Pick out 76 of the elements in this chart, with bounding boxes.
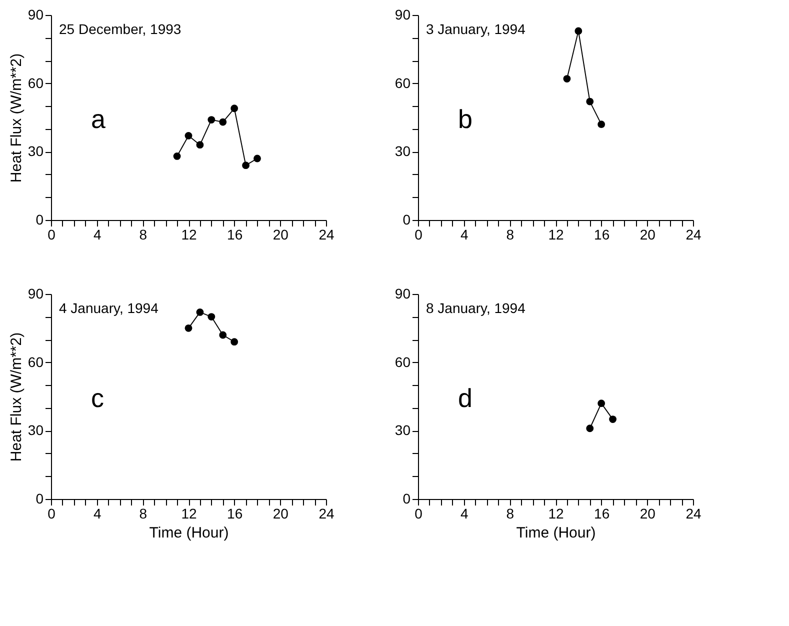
x-tick-label: 20 bbox=[272, 506, 289, 522]
y-tick-label: 0 bbox=[402, 212, 411, 228]
y-tick-label: 90 bbox=[394, 6, 411, 22]
x-tick-label: 4 bbox=[460, 506, 468, 522]
point bbox=[242, 162, 250, 170]
point bbox=[173, 152, 181, 160]
point bbox=[184, 324, 192, 332]
y-tick-label: 60 bbox=[28, 74, 44, 91]
x-tick-label: 12 bbox=[548, 226, 564, 242]
x-tick-label: 20 bbox=[640, 506, 656, 522]
point bbox=[254, 154, 261, 162]
annotation: b bbox=[458, 104, 472, 134]
y-tick-label: 90 bbox=[394, 286, 411, 302]
x-tick-label: 24 bbox=[686, 506, 702, 522]
point bbox=[609, 416, 616, 423]
point bbox=[219, 118, 227, 126]
point bbox=[574, 27, 582, 35]
point bbox=[219, 331, 227, 339]
annotation: a bbox=[91, 104, 106, 134]
x-tick-label: 20 bbox=[272, 226, 289, 242]
y-tick-label: 30 bbox=[28, 143, 44, 160]
annotation: 3 January, 1994 bbox=[426, 21, 526, 37]
point bbox=[598, 400, 606, 408]
point bbox=[208, 116, 216, 124]
y-tick-label: 60 bbox=[28, 354, 44, 370]
x-axis-title: Time (Hour) bbox=[516, 524, 596, 542]
y-tick-label: 30 bbox=[28, 422, 44, 438]
x-tick-label: 16 bbox=[594, 226, 610, 242]
point bbox=[196, 308, 204, 316]
point bbox=[563, 75, 571, 82]
point bbox=[586, 424, 594, 432]
x-tick-label: 16 bbox=[227, 226, 243, 242]
annotation: 25 December, 1993 bbox=[59, 21, 182, 37]
y-tick-label: 0 bbox=[402, 490, 411, 506]
point bbox=[208, 313, 216, 320]
point bbox=[598, 120, 606, 128]
x-tick-label: 8 bbox=[139, 506, 148, 522]
annotation: c bbox=[91, 383, 104, 413]
x-tick-label: 24 bbox=[318, 226, 334, 242]
x-axis-title: Time (Hour) bbox=[149, 524, 229, 542]
point bbox=[230, 338, 238, 346]
y-tick-label: 90 bbox=[28, 286, 44, 302]
y-tick-label: 90 bbox=[28, 6, 44, 22]
x-tick-label: 24 bbox=[318, 506, 334, 522]
y-tick-label: 30 bbox=[394, 422, 411, 438]
x-tick-label: 0 bbox=[48, 506, 56, 522]
point bbox=[196, 141, 204, 149]
x-tick-label: 16 bbox=[227, 506, 243, 522]
y-tick-label: 0 bbox=[36, 212, 44, 228]
y-tick-label: 30 bbox=[394, 143, 411, 160]
point bbox=[184, 132, 192, 140]
x-tick-label: 12 bbox=[548, 506, 564, 522]
x-tick-label: 8 bbox=[506, 506, 514, 522]
x-tick-label: 8 bbox=[139, 226, 148, 242]
point bbox=[230, 104, 238, 112]
y-axis-title: Heat Flux (W/m**2) bbox=[8, 53, 25, 183]
x-tick-label: 4 bbox=[93, 506, 102, 522]
x-tick-label: 8 bbox=[506, 226, 514, 242]
x-tick-label: 24 bbox=[686, 226, 702, 242]
y-axis-title: Heat Flux (W/m**2) bbox=[8, 332, 25, 462]
x-tick-label: 4 bbox=[93, 226, 102, 242]
annotation: 4 January, 1994 bbox=[59, 300, 159, 316]
y-tick-label: 0 bbox=[36, 490, 44, 506]
annotation: d bbox=[458, 383, 472, 413]
x-tick-label: 20 bbox=[640, 226, 656, 242]
y-tick-label: 60 bbox=[394, 354, 411, 370]
point bbox=[586, 98, 594, 106]
x-tick-label: 12 bbox=[181, 226, 197, 242]
x-tick-label: 16 bbox=[594, 506, 610, 522]
x-tick-label: 0 bbox=[414, 226, 423, 242]
x-tick-label: 12 bbox=[181, 506, 197, 522]
annotation: 8 January, 1994 bbox=[426, 300, 526, 316]
x-tick-label: 0 bbox=[414, 506, 423, 522]
x-tick-label: 4 bbox=[460, 226, 468, 242]
x-tick-label: 0 bbox=[48, 226, 56, 242]
y-tick-label: 60 bbox=[394, 74, 411, 91]
